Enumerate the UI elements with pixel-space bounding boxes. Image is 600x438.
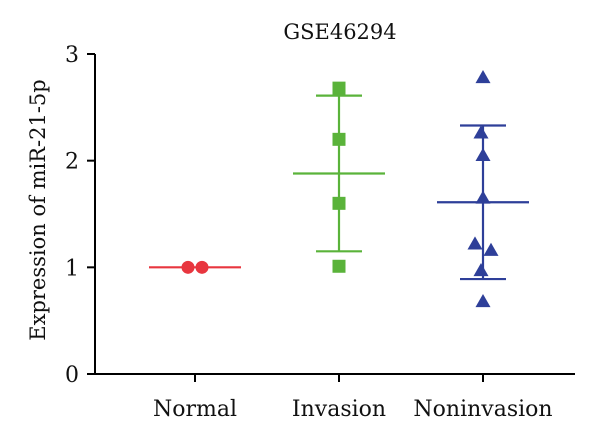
- noninvasion-point: [473, 263, 489, 277]
- invasion-point: [332, 132, 346, 146]
- noninvasion-point: [475, 293, 491, 308]
- noninvasion-point: [473, 125, 489, 139]
- x-tick-label: Normal: [153, 397, 237, 422]
- y-tick-label: 0: [65, 363, 79, 388]
- noninvasion-point: [475, 147, 491, 161]
- noninvasion-point: [467, 236, 483, 250]
- axes: 0 1 2 3 Normal Invasion Noninvasion: [65, 43, 575, 422]
- normal-point: [195, 260, 209, 274]
- normal-point: [181, 260, 195, 274]
- noninvasion-point: [483, 242, 499, 256]
- chart-title: GSE46294: [283, 20, 396, 44]
- invasion-point: [332, 196, 346, 210]
- y-tick-label: 2: [65, 150, 79, 175]
- plot-marks: [149, 69, 529, 308]
- noninvasion-point: [475, 69, 491, 84]
- invasion-point: [332, 81, 346, 95]
- y-tick-label: 3: [65, 43, 79, 68]
- y-tick-label: 1: [65, 256, 79, 281]
- x-tick-label: Noninvasion: [413, 397, 552, 422]
- y-axis-label: Expression of miR-21-5p: [26, 79, 50, 340]
- noninvasion-point: [475, 190, 491, 204]
- invasion-point: [332, 259, 346, 273]
- x-tick-label: Invasion: [292, 397, 386, 422]
